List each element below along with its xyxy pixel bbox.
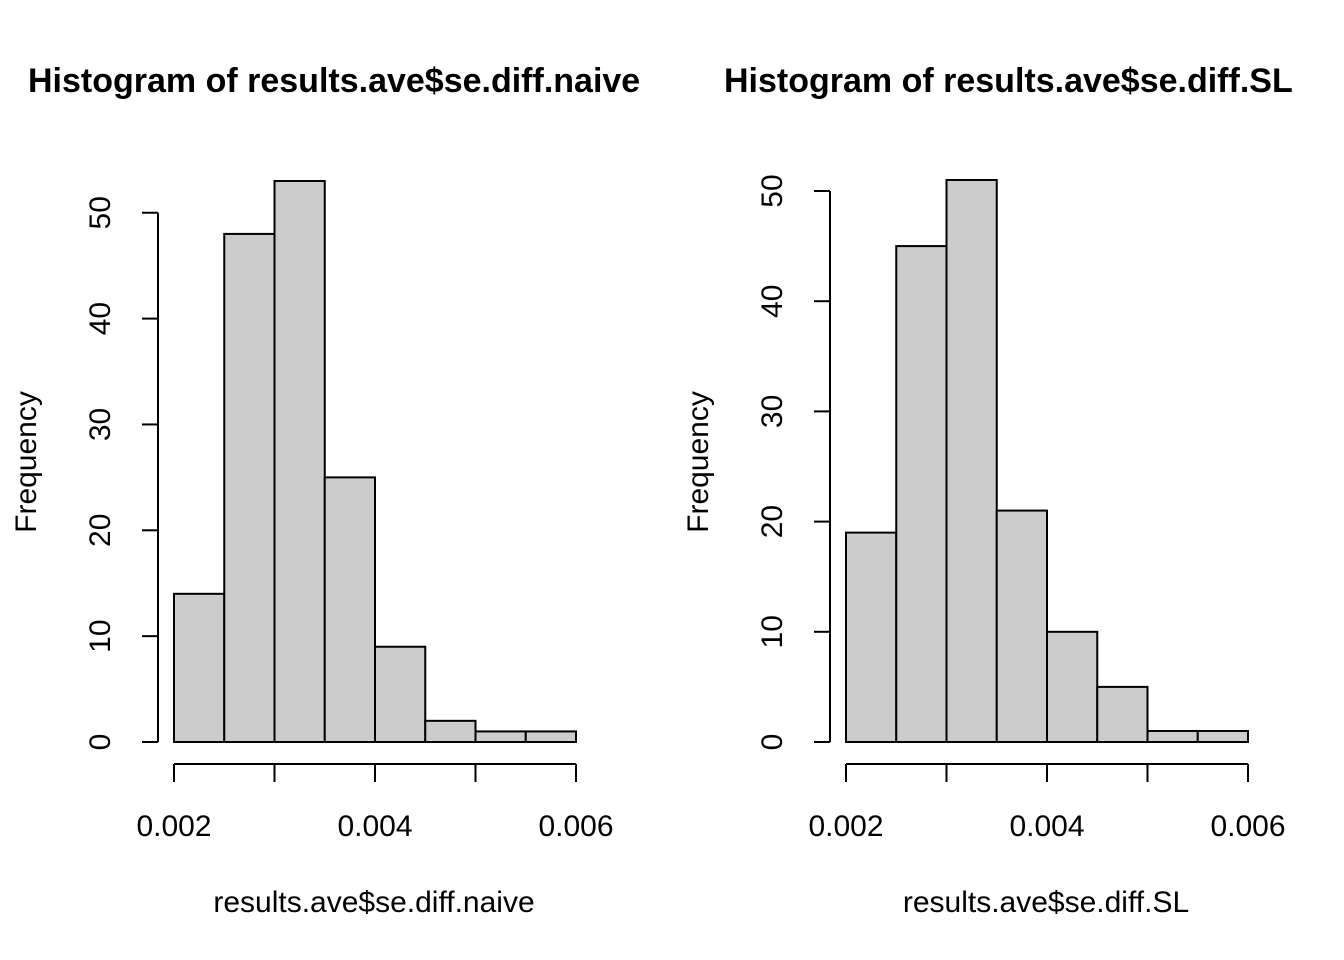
y-axis-label-naive: Frequency [10,391,43,533]
y-tick-label: 20 [84,514,117,547]
histogram-bar [845,531,898,743]
histogram-bar [895,245,948,743]
y-tick-label: 40 [84,302,117,335]
histogram-bar [1146,729,1199,743]
x-tick-label: 0.006 [1210,810,1285,843]
histogram-panel-naive: Histogram of results.ave$se.diff.naive 0… [10,50,722,919]
y-tick-label: 30 [84,408,117,441]
x-axis-label-sl: results.ave$se.diff.SL [903,886,1189,919]
histogram-bar [323,476,376,743]
x-axis-naive: 0.002 0.004 0.006 [136,763,614,843]
y-tick-label: 50 [756,174,789,207]
y-tick-label: 40 [756,285,789,318]
y-tick-label: 10 [84,619,117,652]
x-tick-label: 0.004 [1009,810,1084,843]
x-tick-label: 0.002 [136,810,211,843]
y-axis-label-sl: Frequency [682,391,715,533]
histogram-bar [374,645,427,743]
histogram-bar [424,719,477,744]
x-axis-label-naive: results.ave$se.diff.naive [213,886,534,919]
chart-title-sl: Histogram of results.ave$se.diff.SL [724,62,1293,100]
histogram-bar [524,730,577,743]
chart-title-naive: Histogram of results.ave$se.diff.naive [28,62,640,100]
histogram-bar [1196,729,1249,743]
histogram-bar [223,232,276,743]
title-clip-mask [672,50,722,105]
y-axis-sl: 0 10 20 30 40 50 [756,174,831,751]
y-tick-label: 0 [756,734,789,751]
x-tick-label: 0.006 [538,810,613,843]
histogram-bars-naive [173,179,577,744]
histogram-bar [945,178,998,744]
histogram-bar [1046,630,1099,743]
y-axis-naive: 0 10 20 30 40 50 [84,196,159,751]
x-tick-label: 0.002 [808,810,883,843]
y-tick-label: 20 [756,505,789,538]
histogram-bars-sl [845,178,1249,744]
histogram-bar [1096,685,1149,744]
y-tick-label: 30 [756,395,789,428]
histogram-bar [474,730,527,743]
x-tick-label: 0.004 [337,810,412,843]
histogram-bar [995,509,1048,743]
y-tick-label: 0 [84,734,117,751]
histogram-bar [173,592,226,743]
histogram-bar [273,179,326,743]
x-axis-sl: 0.002 0.004 0.006 [808,763,1286,843]
y-tick-label: 10 [756,615,789,648]
y-tick-label: 50 [84,196,117,229]
histogram-panel-sl: Histogram of results.ave$se.diff.SL 0 10 2… [682,62,1293,919]
